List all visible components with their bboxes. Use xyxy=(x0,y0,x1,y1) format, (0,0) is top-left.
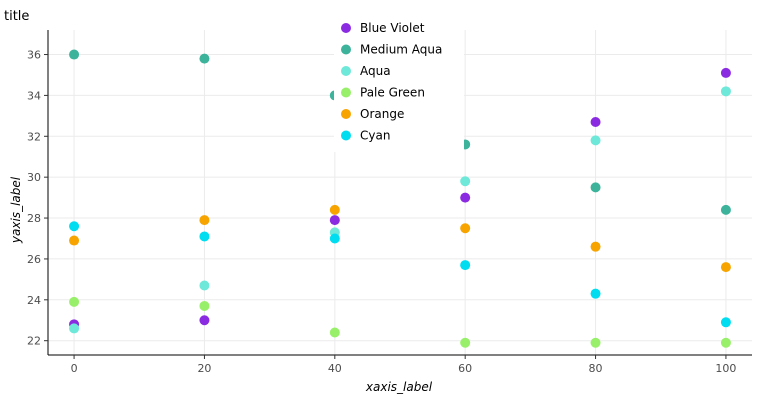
data-point xyxy=(199,300,210,311)
legend-label: Pale Green xyxy=(360,86,425,100)
legend-key xyxy=(341,109,351,119)
data-point xyxy=(329,327,340,338)
data-points xyxy=(69,49,731,348)
legend-label: Medium Aqua xyxy=(360,43,442,57)
x-tick-label: 20 xyxy=(197,362,211,375)
data-point xyxy=(329,204,340,215)
x-axis-title: xaxis_label xyxy=(365,380,433,394)
y-tick-label: 28 xyxy=(27,212,41,225)
x-tick-label: 0 xyxy=(71,362,78,375)
data-point xyxy=(590,135,601,146)
data-point xyxy=(720,86,731,97)
data-point xyxy=(460,176,471,187)
legend-label: Cyan xyxy=(360,129,390,143)
legend-key xyxy=(341,130,351,141)
legend-label: Blue Violet xyxy=(360,21,425,35)
data-point xyxy=(69,221,80,232)
data-point xyxy=(69,235,80,246)
legend-key xyxy=(341,66,351,76)
data-point xyxy=(69,49,80,60)
data-point xyxy=(720,67,731,78)
y-axis-title: yaxis_label xyxy=(9,176,23,244)
legend-label: Orange xyxy=(360,107,404,121)
legend: Blue Violet Medium Aqua Aqua Pale Green Oran… xyxy=(334,15,464,152)
y-tick-label: 30 xyxy=(27,171,41,184)
data-point xyxy=(720,317,731,328)
data-point xyxy=(590,182,601,193)
data-point xyxy=(199,231,210,242)
y-tick-label: 36 xyxy=(27,49,41,62)
y-tick-label: 24 xyxy=(27,294,41,307)
data-point xyxy=(460,223,471,234)
data-point xyxy=(199,280,210,291)
data-point xyxy=(590,241,601,252)
legend-label: Aqua xyxy=(360,64,391,78)
axes: 0 20 40 60 80 100 22 24 26 28 30 32 34 36 xyxy=(27,30,752,375)
legend-key xyxy=(341,44,351,55)
data-point xyxy=(69,296,80,307)
data-point xyxy=(199,315,210,326)
x-tick-label: 60 xyxy=(458,362,472,375)
legend-key xyxy=(341,87,351,98)
data-point xyxy=(460,192,471,203)
x-tick-label: 40 xyxy=(328,362,342,375)
legend-key xyxy=(341,23,351,33)
data-point xyxy=(590,288,601,299)
y-tick-label: 32 xyxy=(27,130,41,143)
data-point xyxy=(720,262,731,273)
chart-title: title xyxy=(4,9,29,24)
data-point xyxy=(720,204,731,215)
y-tick-label: 26 xyxy=(27,253,41,266)
y-tick-label: 22 xyxy=(27,335,41,348)
data-point xyxy=(199,215,210,226)
x-tick-label: 100 xyxy=(715,362,736,375)
data-point xyxy=(69,323,80,334)
data-point xyxy=(460,260,471,271)
data-point xyxy=(460,337,471,348)
data-point xyxy=(590,337,601,348)
data-point xyxy=(720,337,731,348)
x-tick-label: 80 xyxy=(589,362,603,375)
data-point xyxy=(590,116,601,127)
legend-box xyxy=(334,15,464,152)
y-tick-label: 34 xyxy=(27,89,41,102)
data-point xyxy=(199,53,210,64)
data-point xyxy=(329,233,340,244)
data-point xyxy=(329,215,340,226)
